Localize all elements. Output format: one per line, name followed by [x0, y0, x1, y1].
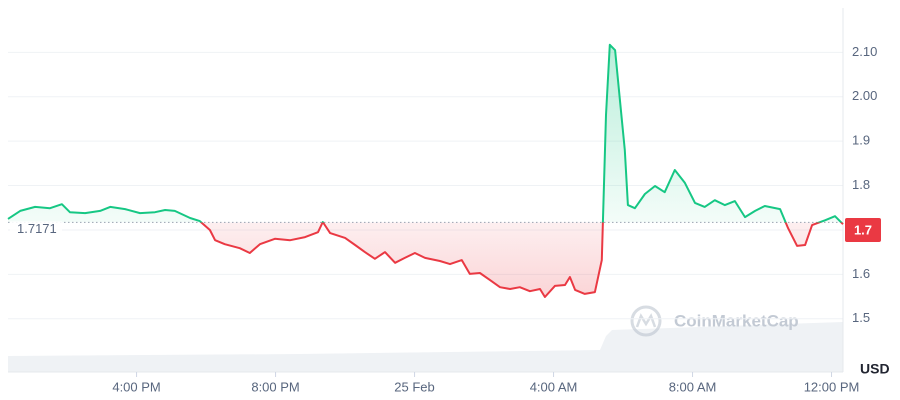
watermark: CoinMarketCap: [674, 311, 799, 330]
price-tag-label: 1.7: [854, 222, 872, 237]
price-line: [7, 43, 844, 298]
x-tick-label: 25 Feb: [394, 379, 434, 394]
y-unit: USD: [860, 361, 890, 377]
x-tick-label: 8:00 AM: [669, 379, 717, 394]
watermark-logo: [630, 305, 662, 337]
price-area: [8, 44, 843, 297]
y-tick-label: 1.6: [852, 266, 870, 281]
y-tick-label: 2.10: [852, 44, 877, 59]
price-tag: [845, 217, 881, 242]
y-tick-label: 1.8: [852, 177, 870, 192]
y-tick-label: 1.9: [852, 133, 870, 148]
y-tick-label: 2.00: [852, 88, 877, 103]
x-tick-label: 8:00 PM: [251, 379, 299, 394]
baseline-label: 1.7171: [17, 221, 57, 236]
x-tick-label: 4:00 AM: [530, 379, 578, 394]
baseline-label-box: [10, 221, 62, 238]
x-tick-label: 4:00 PM: [112, 379, 160, 394]
x-tick-label: 12:00 PM: [804, 379, 860, 394]
volume-area: [8, 322, 843, 372]
y-tick-label: 1.5: [852, 310, 870, 325]
